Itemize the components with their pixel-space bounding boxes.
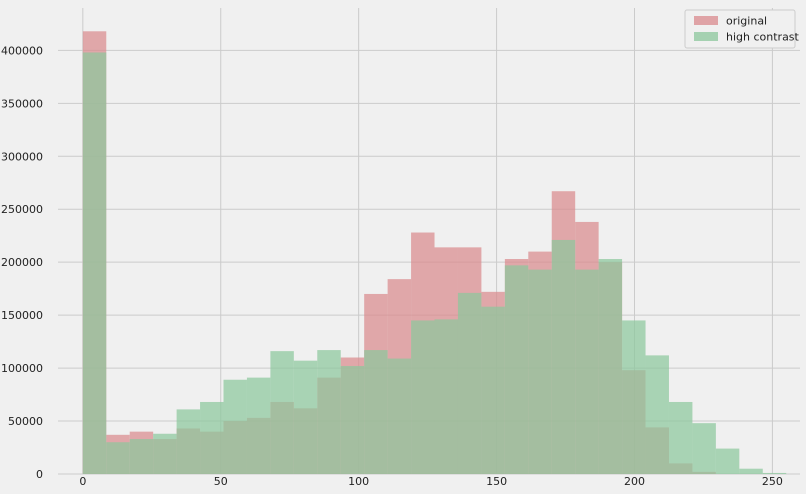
x-tick-label: 150 (486, 475, 507, 488)
histogram-bar (739, 468, 763, 474)
histogram-bar (200, 401, 224, 474)
histogram-bar (622, 320, 646, 474)
series-high-contrast (82, 52, 787, 475)
y-tick-label: 300000 (1, 150, 43, 163)
histogram-bar (317, 350, 341, 474)
y-tick-label: 350000 (1, 97, 43, 110)
x-tick-label: 0 (79, 475, 86, 488)
y-tick-label: 400000 (1, 44, 43, 57)
histogram-bar (364, 350, 388, 474)
histogram-bar (692, 423, 716, 474)
histogram-bar (457, 292, 482, 474)
histogram-bar (153, 433, 177, 474)
x-tick-label: 250 (762, 475, 783, 488)
histogram-bar (528, 269, 552, 474)
histogram-bar (551, 239, 576, 474)
y-tick-label: 200000 (1, 256, 43, 269)
histogram-bar (762, 472, 787, 474)
histogram-bar (106, 442, 130, 474)
y-tick-label: 150000 (1, 309, 43, 322)
histogram-bar (129, 439, 154, 474)
y-tick-label: 50000 (8, 415, 43, 428)
y-tick-label: 100000 (1, 362, 43, 375)
legend-swatch-original (694, 16, 718, 25)
histogram-bar (387, 358, 412, 474)
legend-label-original: original (726, 15, 767, 28)
legend-label-high-contrast: high contrast (726, 31, 800, 44)
histogram-bar (411, 320, 435, 474)
histogram-bar (340, 365, 365, 474)
legend-swatch-high-contrast (694, 32, 718, 41)
histogram-bar (223, 379, 247, 474)
histogram-bar (668, 401, 693, 474)
histogram-bar (645, 355, 669, 474)
histogram-bar (575, 269, 599, 474)
tick-labels: 0 50 100 150 200 250 0 50000 100000 150000 200000 2… (1, 44, 783, 488)
histogram-bar (715, 448, 740, 474)
histogram-bar (246, 377, 271, 474)
y-tick-label: 0 (36, 468, 43, 481)
x-tick-label: 50 (214, 475, 228, 488)
bars-layer (82, 31, 787, 475)
histogram-bar (176, 409, 201, 474)
x-tick-label: 200 (624, 475, 645, 488)
histogram-bar (504, 265, 529, 474)
histogram-bar (481, 306, 505, 474)
x-tick-label: 100 (348, 475, 369, 488)
histogram-bar (293, 360, 318, 474)
y-tick-label: 250000 (1, 203, 43, 216)
histogram-bar (434, 319, 458, 474)
legend: original high contrast (684, 9, 800, 49)
histogram-bar (598, 259, 623, 474)
histogram-bar (270, 351, 294, 474)
histogram-bar (82, 52, 107, 475)
